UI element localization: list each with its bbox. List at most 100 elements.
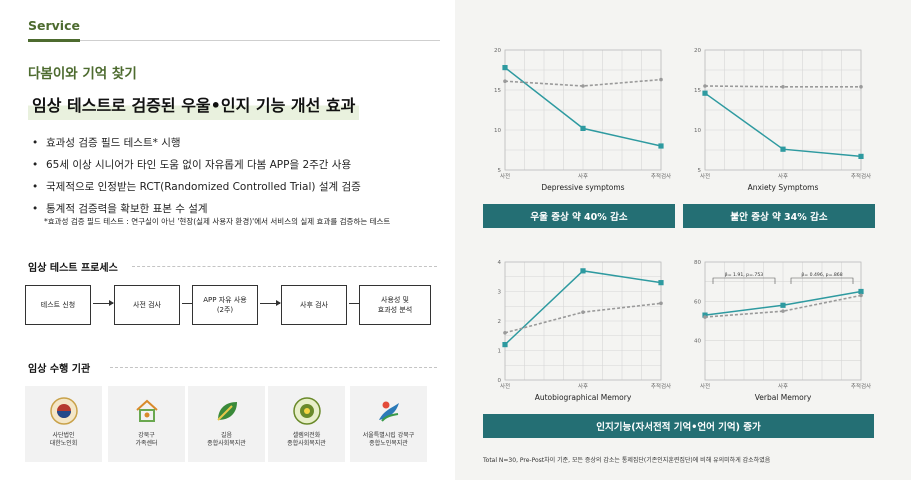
plot-frame [504, 49, 662, 171]
depression-result-banner: 우울 증상 약 40% 감소 [483, 204, 675, 228]
x-tick-label: 사전 [700, 172, 710, 180]
control-series-line [504, 78, 662, 87]
bottom-note: Total N=30, Pre-Post차이 기준, 모든 증상의 감소는 통제… [483, 457, 771, 464]
process-step-label: 사후 검사 [300, 301, 328, 309]
x-tick-label: 사후 [778, 172, 788, 180]
process-step-label: 테스트 신청 [40, 301, 76, 309]
treatment-data-point [580, 268, 586, 274]
process-title: 임상 테스트 프로세스 [28, 263, 118, 274]
bullet-item: 국제적으로 인정받는 RCT(Randomized Controlled Tri… [32, 176, 452, 198]
y-tick-label: 40 [694, 339, 701, 345]
y-tick-label: 10 [694, 128, 701, 134]
verbal-memory-chart: 40 60 80 사전 사후 추적검사 Verbal Memory β= 1.91, p=.7… [694, 260, 871, 402]
process-step-pretest: 사전 검사 [114, 285, 180, 325]
y-tick-label: 5 [698, 168, 702, 174]
control-series-line [704, 85, 861, 88]
process-step-label: 사용성 및 효과성 분석 [377, 296, 413, 314]
process-step-app-use: APP 자유 사용 (2주) [192, 285, 258, 325]
treatment-data-point [502, 342, 508, 348]
process-title-rule [132, 266, 437, 267]
process-step-apply: 테스트 신청 [25, 285, 91, 325]
institution-name: 강북구 가족센터 [135, 432, 158, 447]
process-step-label: 사전 검사 [133, 301, 161, 309]
leaf-icon [217, 402, 237, 421]
x-tick-label: 추적검사 [851, 172, 871, 180]
anxiety-symptoms-chart: 5 10 15 20 사전 사후 추적검사 Anxiety Symptoms [694, 48, 871, 192]
institution-name: 셀렘의전화 종합사회복지관 [287, 432, 326, 447]
control-data-point [781, 309, 785, 313]
process-step-posttest: 사후 검사 [281, 285, 347, 325]
bullet-item: 효과성 검증 필드 테스트* 시행 [32, 132, 452, 154]
institution-card: 강북구 가족센터 [108, 386, 185, 462]
arrow-right-icon [93, 300, 114, 306]
process-flow: 테스트 신청 사전 검사 APP 자유 사용 (2주) 사후 검사 사용성 및 … [25, 285, 437, 325]
left-panel: Service 다봄이와 기억 찾기 임상 테스트로 검증된 우울•인지 기능 … [0, 0, 455, 480]
chart-title: Anxiety Symptoms [748, 183, 819, 192]
anxiety-result-banner: 불안 증상 약 34% 감소 [683, 204, 875, 228]
y-tick-label: 4 [498, 260, 502, 266]
institution-name: 서울특별시립 강북구 종합노인복지관 [362, 432, 415, 447]
product-name: 다봄이와 기억 찾기 [28, 66, 137, 82]
institution-name: 길음 종합사회복지관 [207, 432, 246, 447]
x-tick-label: 사후 [578, 172, 588, 180]
y-tick-label: 20 [694, 48, 701, 54]
section-label: Service [28, 18, 80, 33]
treatment-data-point [580, 125, 586, 131]
control-data-point [703, 315, 707, 319]
control-data-point [859, 293, 863, 298]
control-data-point [659, 77, 663, 82]
y-tick-label: 10 [494, 128, 501, 134]
institutions-title: 임상 수행 기관 [28, 364, 91, 375]
right-panel [455, 0, 911, 480]
bullet-list: 효과성 검증 필드 테스트* 시행 65세 이상 시니어가 타인 도움 없이 자… [32, 132, 452, 220]
treatment-data-point [702, 312, 708, 318]
section-divider [28, 40, 440, 41]
treatment-data-point [858, 288, 864, 295]
y-tick-label: 1 [498, 349, 502, 355]
significance-label: β= 1.91, p=.753 [725, 272, 763, 278]
association-seal-icon [50, 397, 78, 425]
treatment-data-point [658, 280, 664, 286]
chart-title: Autobiographical Memory [535, 393, 632, 402]
chart-title: Verbal Memory [755, 393, 812, 402]
x-tick-label: 사전 [500, 382, 510, 390]
footnote: *효과성 검증 필드 테스트 : 연구실이 아닌 '현장(실제 사용자 환경)'… [44, 217, 391, 226]
x-tick-label: 사전 [700, 382, 710, 390]
treatment-data-point [858, 153, 864, 159]
depressive-symptoms-chart: 5 10 15 20 사전 사후 추적검사 Depressive symptoms [494, 48, 671, 192]
plot-frame [504, 261, 662, 381]
institution-name: 사단법인 대한노인회 [49, 432, 78, 447]
plot-frame [704, 261, 862, 381]
institutions-title-rule [110, 367, 437, 368]
institution-card: 서울특별시립 강북구 종합노인복지관 [350, 386, 427, 462]
control-data-point [503, 331, 507, 335]
y-tick-label: 3 [498, 290, 502, 296]
process-step-label: APP 자유 사용 (2주) [203, 296, 247, 314]
control-data-point [503, 79, 507, 83]
process-step-analysis: 사용성 및 효과성 분석 [359, 285, 431, 325]
treatment-data-point [702, 90, 708, 96]
x-tick-label: 추적검사 [651, 172, 671, 180]
y-tick-label: 15 [494, 88, 501, 94]
control-data-point [659, 301, 663, 306]
control-data-point [703, 84, 707, 88]
treatment-data-point [502, 65, 508, 71]
institution-card: 셀렘의전화 종합사회복지관 [268, 386, 345, 462]
y-tick-label: 20 [494, 48, 501, 54]
headline: 임상 테스트로 검증된 우울•인지 기능 개선 효과 [28, 94, 360, 120]
y-tick-label: 60 [694, 299, 701, 305]
significance-label: β= 0.496, p=.868 [801, 272, 842, 278]
x-tick-label: 사후 [578, 382, 588, 390]
control-data-point [581, 310, 585, 314]
x-tick-label: 추적검사 [651, 382, 671, 390]
autobiographical-memory-chart: 0 1 2 3 4 사전 사후 추적검사 Autobiographical Memory [498, 260, 672, 402]
treatment-data-point [658, 143, 664, 149]
x-tick-label: 사후 [778, 382, 788, 390]
arrow-right-icon [260, 300, 281, 306]
y-tick-label: 15 [694, 88, 701, 94]
treatment-data-point [780, 146, 786, 152]
welfare-seal-icon [293, 397, 321, 425]
y-tick-label: 80 [694, 260, 701, 266]
cognition-result-banner: 인지기능(자서전적 기억•언어 기억) 증가 [483, 414, 874, 438]
treatment-data-point [780, 302, 786, 308]
